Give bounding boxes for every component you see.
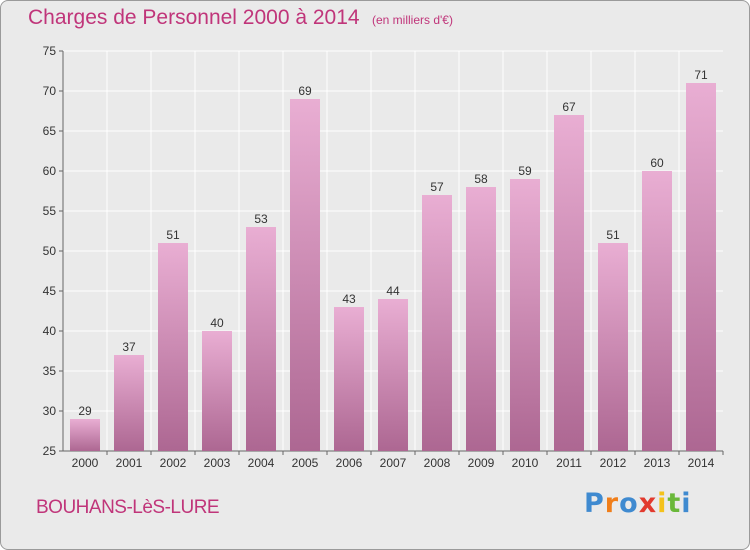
bar-2013[interactable]	[642, 171, 672, 451]
bar-2014[interactable]	[686, 83, 716, 451]
y-tick-label: 50	[43, 244, 57, 258]
logo-letter: i	[657, 488, 668, 519]
x-tick-label-2005: 2005	[292, 456, 319, 470]
data-label-2010: 59	[518, 164, 532, 178]
bar-2008[interactable]	[422, 195, 452, 451]
data-label-2013: 60	[650, 156, 664, 170]
data-label-2007: 44	[386, 284, 400, 298]
data-labels: 29 37 51 40 53 69 43 44 57 58 59 67 51 60 71	[78, 68, 708, 418]
x-tick-label-2001: 2001	[116, 456, 143, 470]
x-tick-label-2000: 2000	[72, 456, 99, 470]
x-tick-label-2013: 2013	[644, 456, 671, 470]
bar-2006[interactable]	[334, 307, 364, 451]
x-tick-label-2003: 2003	[204, 456, 231, 470]
chart-title: Charges de Personnel 2000 à 2014	[28, 6, 360, 29]
proxiti-logo[interactable]: Proxiti	[584, 488, 692, 519]
bar-2004[interactable]	[246, 227, 276, 451]
data-label-2002: 51	[166, 228, 180, 242]
logo-letter: t	[667, 488, 682, 519]
x-tick-label-2009: 2009	[468, 456, 495, 470]
x-tick-label-2008: 2008	[424, 456, 451, 470]
y-tick-label: 30	[43, 404, 57, 418]
axes: 25 30 35 40 45 50 55 60 65 70 75 2000 2001 2002 2003 20…	[43, 44, 724, 470]
data-label-2012: 51	[606, 228, 620, 242]
commune-name: BOUHANS-LèS-LURE	[36, 497, 220, 518]
logo-letter: o	[619, 488, 639, 519]
bar-2003[interactable]	[202, 331, 232, 451]
y-tick-label: 35	[43, 364, 57, 378]
data-label-2011: 67	[562, 100, 576, 114]
bar-2011[interactable]	[554, 115, 584, 451]
y-tick-label: 75	[43, 44, 57, 58]
logo-letter: i	[681, 488, 692, 519]
bar-2005[interactable]	[290, 99, 320, 451]
chart-unit-subtitle: (en milliers d'€)	[372, 13, 453, 27]
x-tick-label-2014: 2014	[688, 456, 715, 470]
x-tick-label-2012: 2012	[600, 456, 627, 470]
x-tick-label-2006: 2006	[336, 456, 363, 470]
data-label-2014: 71	[694, 68, 708, 82]
y-tick-label: 70	[43, 84, 57, 98]
x-tick-label-2011: 2011	[556, 456, 582, 470]
data-label-2004: 53	[254, 212, 268, 226]
data-label-2008: 57	[430, 180, 444, 194]
y-tick-label: 65	[43, 124, 57, 138]
x-tick-label-2002: 2002	[160, 456, 187, 470]
bar-2000[interactable]	[70, 419, 100, 451]
data-label-2009: 58	[474, 172, 488, 186]
data-label-2005: 69	[298, 84, 312, 98]
logo-letter: r	[604, 488, 620, 519]
x-tick-label-2007: 2007	[380, 456, 407, 470]
bar-2010[interactable]	[510, 179, 540, 451]
x-tick-label-2004: 2004	[248, 456, 275, 470]
x-tick-label-2010: 2010	[512, 456, 539, 470]
data-label-2006: 43	[342, 292, 356, 306]
bar-2001[interactable]	[114, 355, 144, 451]
data-label-2000: 29	[78, 404, 92, 418]
logo-letter: P	[584, 488, 605, 519]
bar-2002[interactable]	[158, 243, 188, 451]
logo-letter: x	[638, 488, 658, 519]
y-tick-label: 40	[43, 324, 57, 338]
data-label-2003: 40	[210, 316, 224, 330]
bar-2009[interactable]	[466, 187, 496, 451]
y-tick-label: 55	[43, 204, 57, 218]
bar-2012[interactable]	[598, 243, 628, 451]
bars	[70, 83, 716, 451]
data-label-2001: 37	[122, 340, 136, 354]
y-tick-label: 45	[43, 284, 57, 298]
y-tick-label: 25	[43, 444, 57, 458]
y-tick-label: 60	[43, 164, 57, 178]
bar-2007[interactable]	[378, 299, 408, 451]
